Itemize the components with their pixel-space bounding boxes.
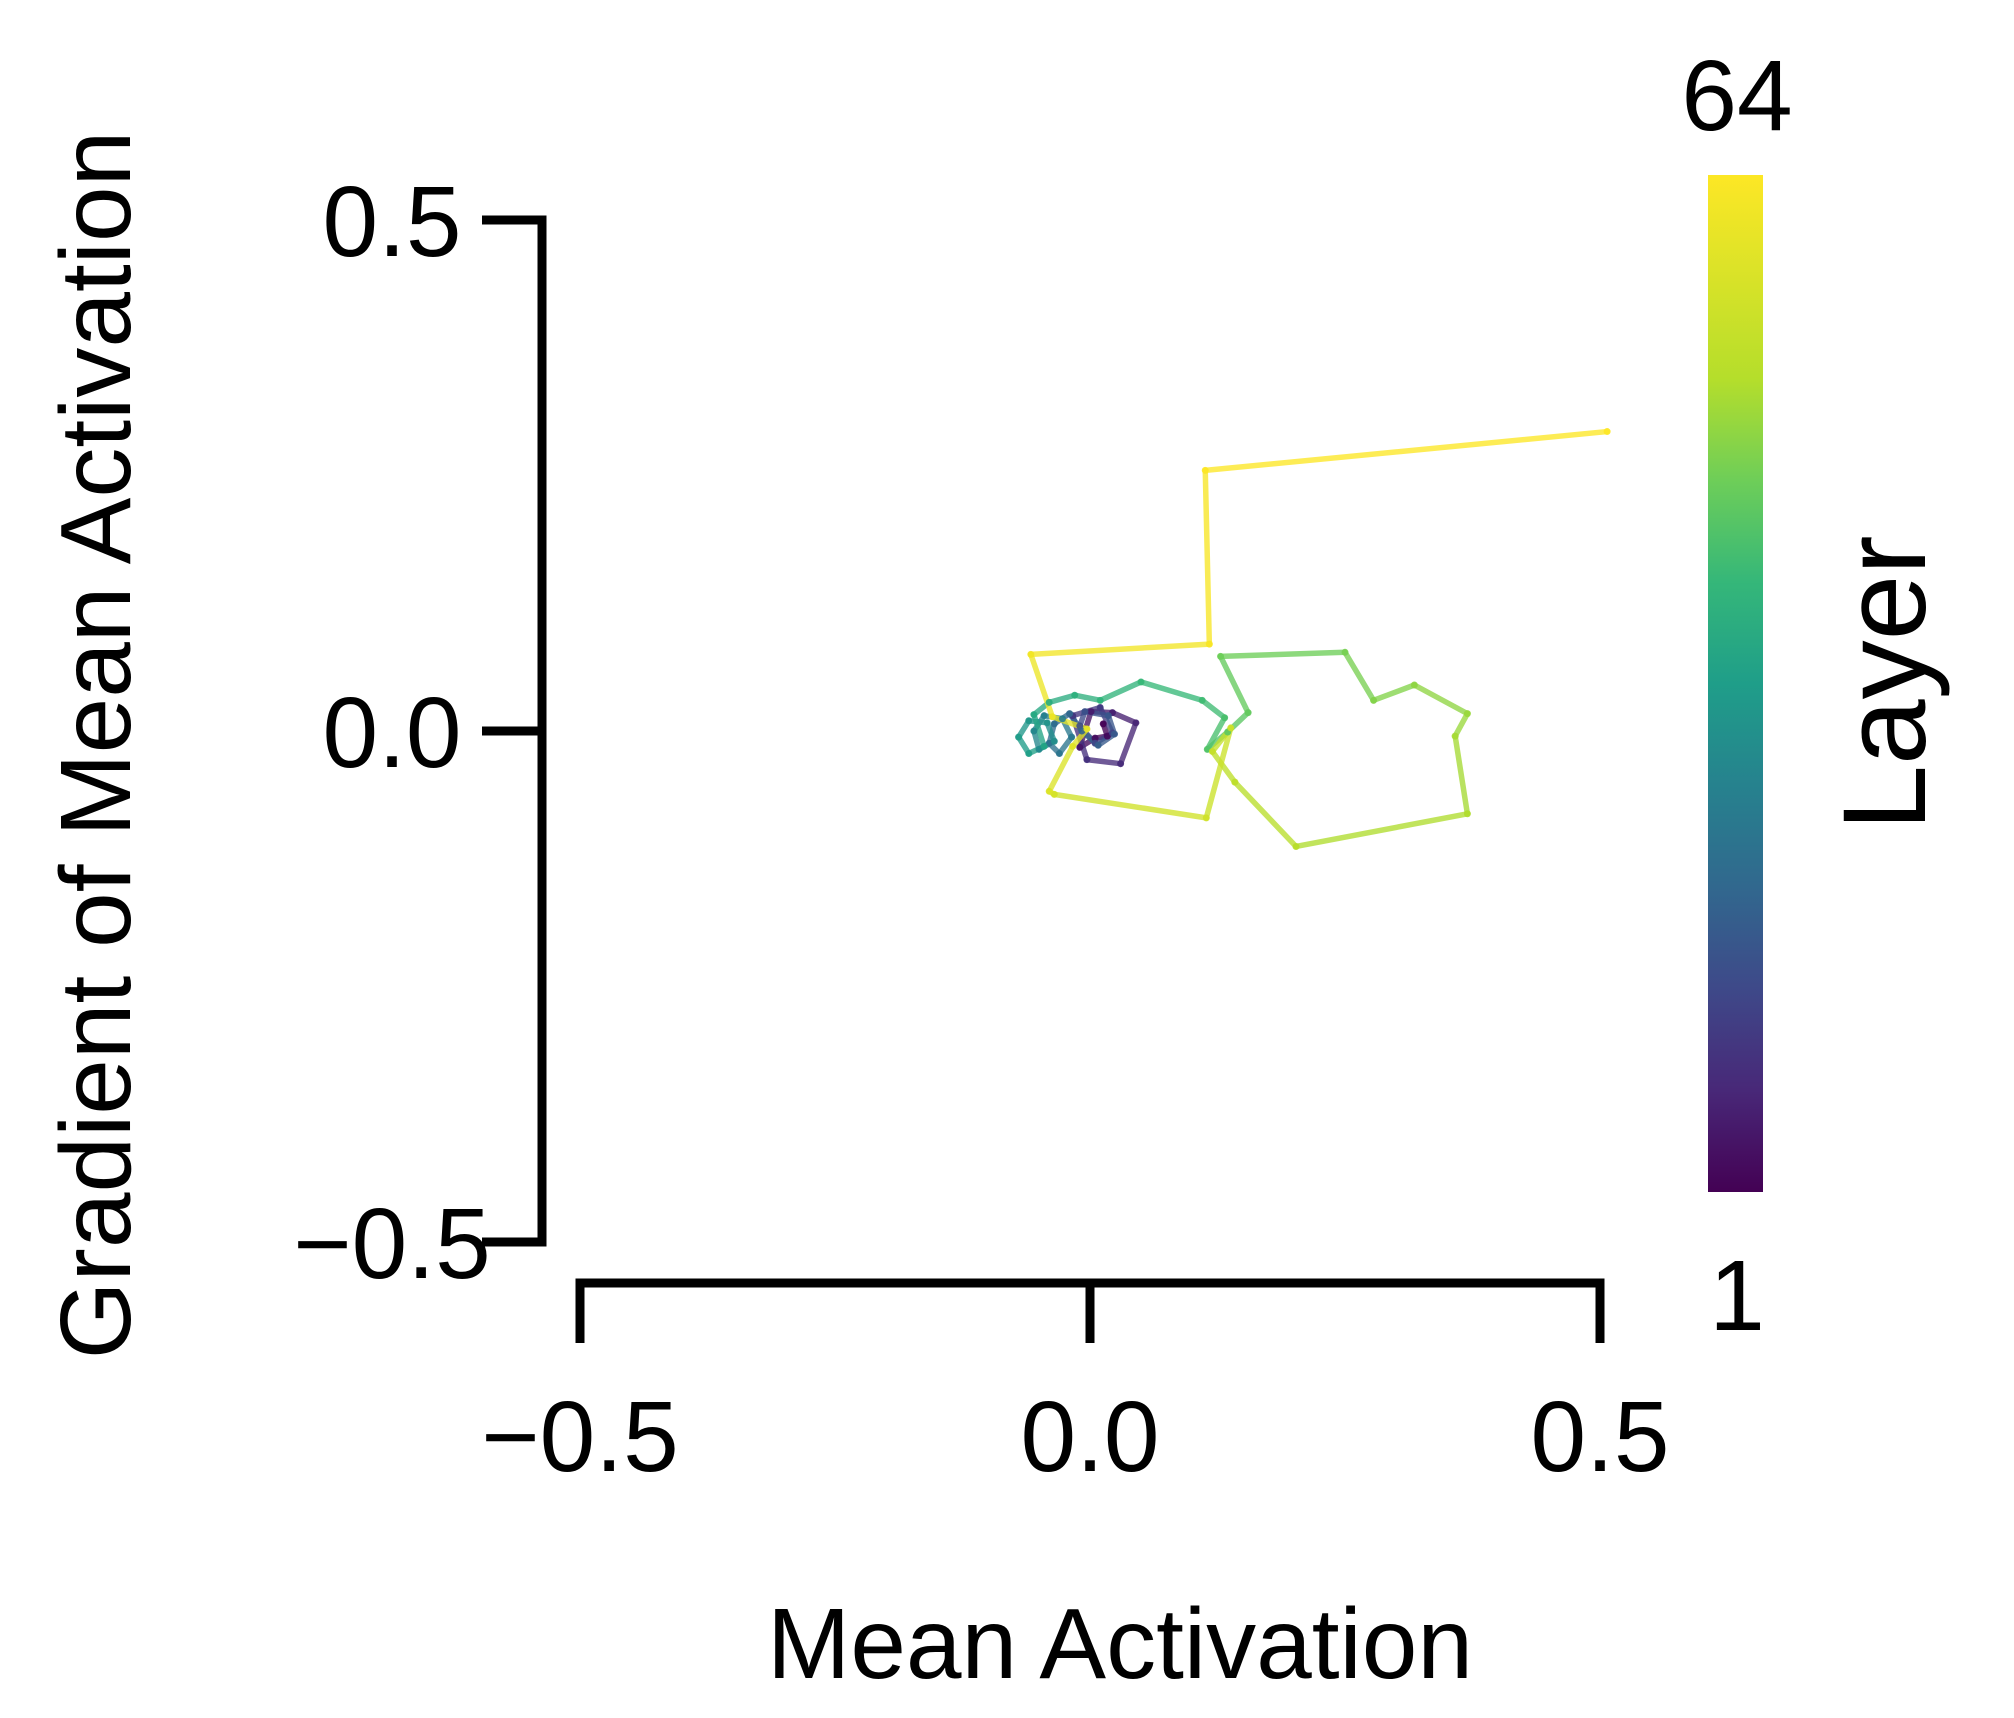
trajectory-point <box>1069 742 1077 750</box>
trajectory-point <box>1205 640 1213 648</box>
trajectory-segment <box>1232 779 1299 850</box>
trajectory-segment <box>1217 653 1251 716</box>
trajectory-segment <box>1203 725 1234 821</box>
trajectory-point <box>1244 709 1252 717</box>
trajectory-point <box>1058 715 1066 723</box>
y-axis: −0.5 0.0 0.5 <box>293 166 547 1300</box>
trajectory-segment <box>1046 743 1076 795</box>
colorbar-max-label: 64 <box>1681 40 1792 152</box>
trajectory-point <box>1030 727 1038 735</box>
trajectory-point <box>1208 747 1216 755</box>
x-tick-label: 0.5 <box>1530 1381 1669 1493</box>
x-tick-label: −0.5 <box>481 1381 678 1493</box>
trajectory-point <box>1110 730 1118 738</box>
x-axis: −0.5 0.0 0.5 <box>481 1278 1670 1493</box>
trajectory-point <box>1451 732 1459 740</box>
trajectory-point <box>1202 814 1210 822</box>
trajectory-segment <box>1209 748 1238 785</box>
trajectory-segment <box>1342 649 1377 704</box>
trajectory-segment <box>1084 756 1124 767</box>
trajectory-segment <box>1293 811 1471 850</box>
trajectory-point <box>1094 741 1102 749</box>
trajectory-point <box>1071 691 1079 699</box>
trajectory-point <box>1068 733 1076 741</box>
trajectory-point <box>1104 712 1112 720</box>
trajectory-segment <box>1051 791 1210 821</box>
trajectory-point <box>1083 756 1091 764</box>
trajectory-segment <box>1031 711 1047 750</box>
trajectory-point <box>1603 428 1611 436</box>
trajectory-point <box>1231 778 1239 786</box>
trajectory-point <box>1045 698 1053 706</box>
trajectory-segment <box>1217 649 1348 660</box>
trajectory-segment <box>1411 682 1471 717</box>
trajectory-point <box>1050 737 1058 745</box>
trajectory-point <box>1096 696 1104 704</box>
colorbar <box>1708 175 1763 1192</box>
trajectory-point <box>1091 734 1099 742</box>
trajectory-point <box>1035 745 1043 753</box>
trajectory-segment <box>1370 682 1418 704</box>
colorbar-title: Layer <box>1819 535 1951 830</box>
trajectory-segment <box>1452 710 1471 739</box>
trajectory-point <box>1137 678 1145 686</box>
trajectory-point <box>1217 652 1225 660</box>
trajectory-point <box>1025 749 1033 757</box>
trajectory-point <box>1030 711 1038 719</box>
trajectory-point <box>1025 717 1033 725</box>
trajectory-point <box>1055 749 1063 757</box>
trajectory-segment <box>1097 679 1144 704</box>
trajectory-point <box>1132 719 1140 727</box>
y-tick-label: 0.0 <box>322 677 461 789</box>
trajectory-segment <box>1202 467 1213 647</box>
trajectory-point <box>1048 713 1056 721</box>
trajectory-segment <box>1109 709 1139 726</box>
trajectory-point <box>1410 681 1418 689</box>
trajectory-segment <box>1452 733 1471 817</box>
trajectory-segment <box>1046 692 1078 706</box>
trajectory-point <box>1027 650 1035 658</box>
trajectory-segment <box>1028 641 1213 658</box>
trajectory-point <box>1050 720 1058 728</box>
trajectory-point <box>1117 760 1125 768</box>
trajectory-point <box>1015 733 1023 741</box>
trajectory-point <box>1081 708 1089 716</box>
trajectory-segment <box>1138 679 1205 704</box>
trajectory-point <box>1227 724 1235 732</box>
trajectory-point <box>1370 696 1378 704</box>
trajectory-segment <box>1202 428 1610 474</box>
trajectory-segment <box>1199 697 1228 721</box>
trajectory-point <box>1096 703 1104 711</box>
trajectory-point <box>1221 714 1229 722</box>
y-axis-title: Gradient of Mean Activation <box>40 131 152 1359</box>
x-axis-title: Mean Activation <box>767 1588 1473 1700</box>
trajectory-point <box>1050 790 1058 798</box>
trajectory-point <box>1087 708 1095 716</box>
y-tick-label: 0.5 <box>322 166 461 278</box>
trajectory-point <box>1463 810 1471 818</box>
trajectory-segment <box>1028 651 1056 720</box>
trajectory-point <box>1292 842 1300 850</box>
trajectory-point <box>1040 712 1048 720</box>
series-trajectory <box>1015 428 1611 850</box>
trajectory-point <box>1103 732 1111 740</box>
trajectory-point <box>1066 710 1074 718</box>
trajectory-segment <box>1071 692 1103 704</box>
trajectory-segment <box>1117 720 1139 767</box>
y-tick-label: −0.5 <box>293 1188 490 1300</box>
trajectory-point <box>1043 719 1051 727</box>
trajectory-point <box>1198 696 1206 704</box>
trajectory-point <box>1076 743 1084 751</box>
x-tick-label: 0.0 <box>1020 1381 1159 1493</box>
trajectory-point <box>1083 725 1091 733</box>
trajectory-point <box>1463 710 1471 718</box>
trajectory-point <box>1045 787 1053 795</box>
trajectory-point <box>1040 742 1048 750</box>
colorbar-min-label: 1 <box>1709 1240 1765 1352</box>
trajectory-point <box>1341 648 1349 656</box>
trajectory-point <box>1099 720 1107 728</box>
trajectory-point <box>1201 466 1209 474</box>
